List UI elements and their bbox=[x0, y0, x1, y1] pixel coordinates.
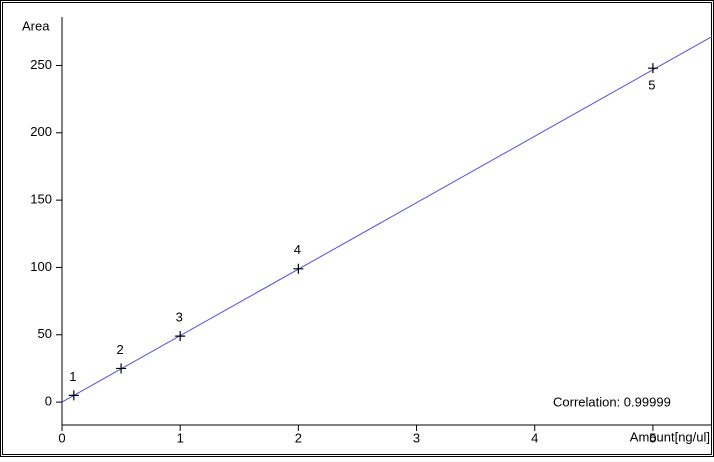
x-axis-label: Amount[ng/ul] bbox=[630, 429, 710, 444]
data-point bbox=[647, 63, 658, 74]
y-tick-label: 50 bbox=[38, 326, 52, 341]
data-point bbox=[293, 263, 304, 274]
y-axis-label: Area bbox=[22, 18, 50, 33]
point-label: 1 bbox=[69, 369, 76, 384]
point-label: 3 bbox=[176, 310, 183, 325]
point-label: 2 bbox=[116, 342, 123, 357]
y-tick-label: 0 bbox=[45, 394, 52, 409]
y-tick-label: 100 bbox=[30, 259, 52, 274]
x-tick-label: 0 bbox=[58, 430, 65, 445]
y-tick-label: 200 bbox=[30, 124, 52, 139]
x-tick-label: 3 bbox=[413, 430, 420, 445]
data-point bbox=[116, 363, 127, 374]
inner-frame bbox=[2, 2, 712, 455]
point-label: 5 bbox=[648, 78, 655, 93]
annotation: Correlation: 0.99999 bbox=[553, 394, 671, 409]
y-tick-label: 250 bbox=[30, 57, 52, 72]
data-point bbox=[175, 331, 186, 342]
data-point bbox=[68, 390, 79, 401]
x-tick-label: 1 bbox=[177, 430, 184, 445]
x-tick-label: 4 bbox=[531, 430, 538, 445]
x-tick-label: 2 bbox=[295, 430, 302, 445]
x-tick-label: 5 bbox=[649, 430, 656, 445]
point-label: 4 bbox=[294, 242, 301, 257]
y-tick-label: 150 bbox=[30, 192, 52, 207]
fit-line bbox=[61, 36, 713, 403]
